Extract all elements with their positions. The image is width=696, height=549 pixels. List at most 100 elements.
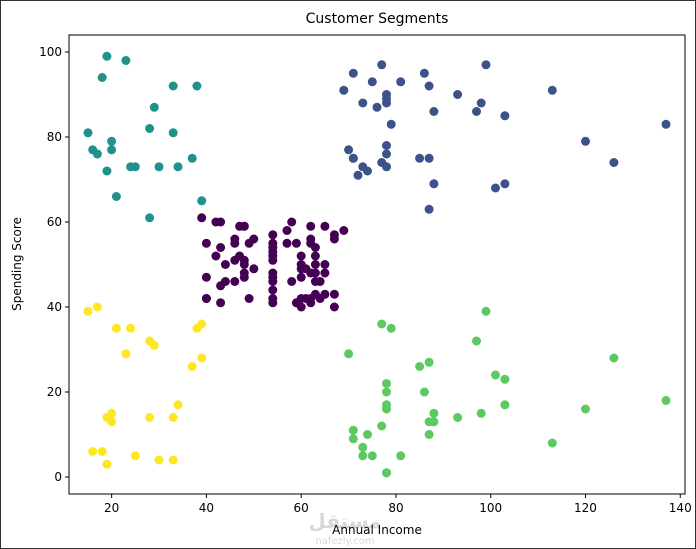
data-point <box>239 272 249 282</box>
data-point <box>382 94 391 104</box>
data-point <box>329 234 339 244</box>
data-point <box>92 149 102 159</box>
data-point <box>173 400 183 410</box>
data-point <box>382 141 391 150</box>
data-point <box>382 387 391 397</box>
data-point <box>173 162 183 172</box>
data-point <box>320 289 330 299</box>
data-point <box>329 289 339 299</box>
x-tick-label: 40 <box>199 501 214 515</box>
data-point <box>424 357 434 367</box>
data-point <box>296 302 306 312</box>
data-point <box>344 145 354 155</box>
data-point <box>453 413 463 422</box>
data-point <box>92 302 102 312</box>
data-point <box>268 277 278 286</box>
data-point <box>581 136 590 146</box>
data-point <box>382 468 391 478</box>
data-point <box>197 213 207 223</box>
x-tick-label: 120 <box>574 501 597 515</box>
y-tick-label: 20 <box>47 385 62 399</box>
data-point <box>296 251 306 261</box>
y-tick-label: 100 <box>39 45 62 59</box>
data-point <box>353 170 363 180</box>
data-point <box>547 438 557 448</box>
data-point <box>154 162 164 172</box>
data-point <box>363 430 372 439</box>
x-axis-ticks: 20 40 60 80 100 120 140 <box>104 494 692 515</box>
y-tick-label: 40 <box>47 300 62 314</box>
x-tick-label: 60 <box>294 501 309 515</box>
data-point <box>429 417 439 427</box>
chart-title: Customer Segments <box>306 11 449 27</box>
data-point <box>306 234 316 244</box>
plot-area-border <box>68 34 686 495</box>
data-point <box>102 166 112 176</box>
watermark-url: nafezly.com <box>315 536 374 547</box>
data-point <box>315 277 325 286</box>
data-point <box>348 153 358 163</box>
data-point <box>500 111 510 121</box>
data-point <box>310 243 320 252</box>
data-point <box>358 442 368 452</box>
data-point <box>187 153 197 163</box>
data-point <box>249 234 259 244</box>
data-point <box>268 268 278 278</box>
data-point <box>145 213 155 223</box>
data-point <box>102 51 112 61</box>
data-point <box>130 162 140 172</box>
x-axis-label: Annual Income <box>332 523 422 537</box>
data-point <box>310 251 320 261</box>
data-point <box>121 349 131 359</box>
data-point <box>382 162 391 172</box>
data-point <box>424 153 434 163</box>
data-point <box>377 421 387 431</box>
data-point <box>287 217 297 227</box>
data-point <box>386 323 396 333</box>
data-point <box>396 77 406 87</box>
data-point <box>424 204 434 214</box>
data-point <box>197 319 207 329</box>
data-point <box>121 56 131 65</box>
data-point <box>429 107 439 116</box>
data-point <box>111 323 121 333</box>
data-point <box>500 179 510 189</box>
data-point <box>126 323 136 333</box>
data-point <box>310 268 320 278</box>
data-point <box>197 196 207 206</box>
data-point <box>107 145 117 155</box>
data-point <box>107 136 117 146</box>
data-point <box>377 319 387 329</box>
data-point <box>396 451 406 461</box>
data-point <box>329 302 339 312</box>
data-point <box>149 102 159 112</box>
data-point <box>83 306 93 316</box>
x-tick-label: 80 <box>388 501 403 515</box>
data-point <box>268 298 278 308</box>
data-point <box>500 400 510 410</box>
data-point <box>197 353 207 363</box>
data-point <box>476 408 486 418</box>
data-point <box>481 306 491 316</box>
data-point <box>291 238 301 248</box>
data-point <box>201 238 211 248</box>
data-point <box>268 255 278 265</box>
data-point <box>419 68 429 78</box>
data-point <box>230 238 240 248</box>
data-point <box>386 119 396 129</box>
data-point <box>102 459 112 469</box>
data-point <box>382 149 391 159</box>
data-point <box>419 387 429 397</box>
data-point <box>320 260 330 269</box>
data-point <box>358 451 368 461</box>
data-point <box>111 192 121 201</box>
data-point <box>107 417 117 427</box>
data-point <box>367 451 377 461</box>
data-point <box>201 272 211 282</box>
watermark-text: مستقل <box>308 509 381 533</box>
data-point <box>282 226 292 235</box>
data-point <box>472 107 481 116</box>
data-point <box>415 362 425 371</box>
data-point <box>168 413 178 422</box>
y-tick-label: 60 <box>47 215 62 229</box>
